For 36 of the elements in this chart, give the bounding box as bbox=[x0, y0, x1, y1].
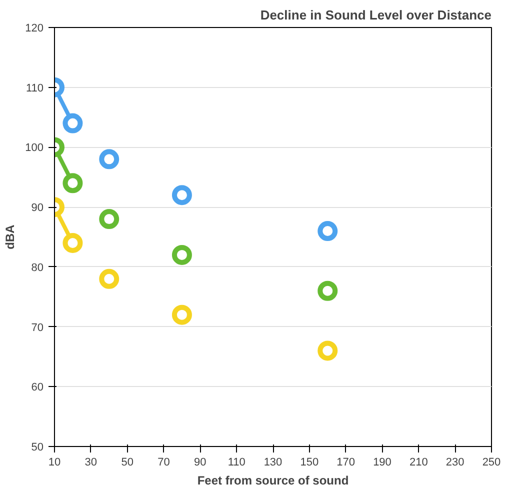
point bbox=[172, 304, 192, 325]
y-tick-label: 80 bbox=[31, 262, 44, 274]
point bbox=[318, 340, 338, 361]
y-tick-label: 50 bbox=[31, 442, 44, 454]
y-axis-title: dBA bbox=[3, 224, 18, 250]
point bbox=[172, 185, 192, 206]
y-tick-label: 120 bbox=[25, 22, 44, 34]
y-tick-label: 60 bbox=[31, 382, 44, 394]
x-tick-label: 250 bbox=[482, 456, 501, 468]
y-tick-label: 100 bbox=[25, 142, 44, 154]
point bbox=[172, 244, 192, 265]
x-axis-title: Feet from source of sound bbox=[197, 474, 349, 488]
point bbox=[318, 280, 338, 301]
point bbox=[99, 209, 120, 230]
x-tick-label: 210 bbox=[409, 456, 428, 468]
y-tick-label: 90 bbox=[31, 202, 44, 214]
x-tick-label: 150 bbox=[300, 456, 319, 468]
x-tick-label: 130 bbox=[264, 456, 282, 468]
x-tick-label: 90 bbox=[194, 456, 206, 468]
x-tick-label: 10 bbox=[48, 456, 61, 468]
x-tick-label: 190 bbox=[373, 456, 392, 468]
point bbox=[99, 268, 120, 289]
chart-title: Decline in Sound Level over Distance bbox=[260, 8, 492, 22]
y-tick-label: 110 bbox=[26, 82, 44, 94]
x-tick-label: 30 bbox=[84, 456, 98, 468]
point bbox=[318, 221, 338, 241]
y-tick-label: 70 bbox=[31, 322, 44, 334]
point bbox=[62, 233, 83, 253]
x-tick-label: 50 bbox=[121, 456, 134, 468]
point bbox=[99, 149, 120, 170]
x-tick-label: 70 bbox=[158, 456, 170, 468]
point bbox=[62, 173, 83, 194]
x-tick-label: 110 bbox=[228, 456, 246, 468]
x-tick-label: 230 bbox=[446, 456, 464, 468]
point bbox=[62, 113, 83, 134]
x-tick-label: 170 bbox=[336, 456, 356, 468]
